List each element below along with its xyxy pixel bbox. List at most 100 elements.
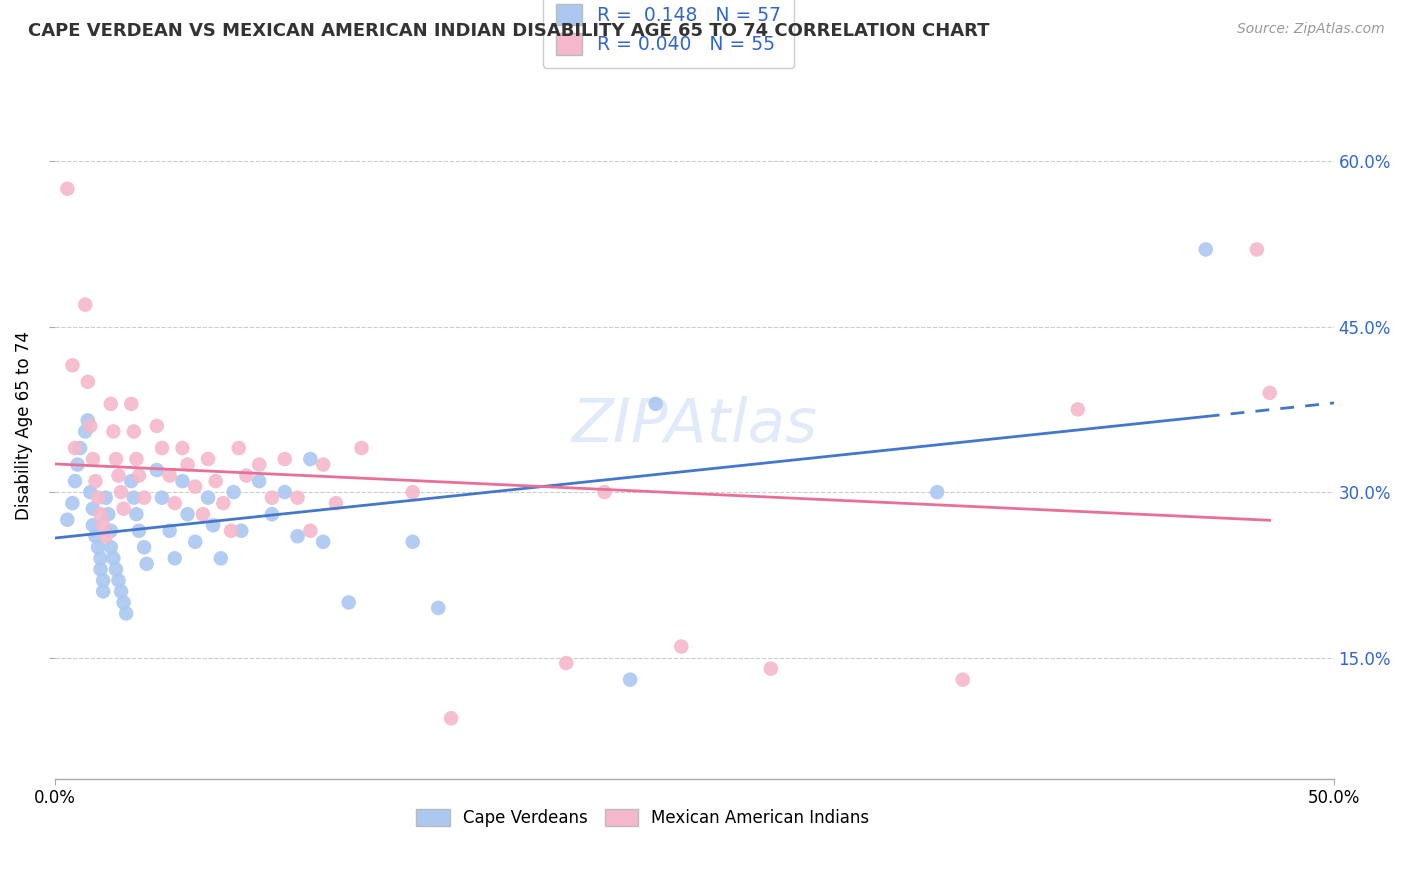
Point	[79, 485, 101, 500]
Point	[112, 501, 135, 516]
Point	[150, 441, 173, 455]
Point	[274, 452, 297, 467]
Point	[299, 524, 322, 538]
Point	[197, 491, 219, 505]
Point	[337, 595, 360, 609]
Point	[402, 485, 425, 500]
Point	[125, 452, 148, 467]
Point	[204, 474, 226, 488]
Point	[247, 458, 270, 472]
Point	[97, 507, 120, 521]
Point	[1258, 385, 1281, 400]
Point	[132, 541, 155, 555]
Point	[120, 397, 142, 411]
Point	[176, 458, 198, 472]
Point	[100, 397, 122, 411]
Point	[135, 557, 157, 571]
Point	[63, 441, 86, 455]
Point	[107, 468, 129, 483]
Point	[231, 524, 253, 538]
Point	[91, 518, 114, 533]
Point	[440, 711, 463, 725]
Point	[427, 601, 450, 615]
Point	[87, 491, 110, 505]
Point	[115, 607, 138, 621]
Point	[927, 485, 949, 500]
Point	[132, 491, 155, 505]
Point	[82, 452, 104, 467]
Point	[299, 452, 322, 467]
Point	[100, 524, 122, 538]
Point	[104, 562, 127, 576]
Point	[69, 441, 91, 455]
Point	[122, 491, 145, 505]
Point	[87, 541, 110, 555]
Point	[952, 673, 974, 687]
Point	[94, 491, 117, 505]
Point	[159, 468, 181, 483]
Point	[75, 297, 97, 311]
Point	[110, 584, 132, 599]
Point	[110, 485, 132, 500]
Point	[172, 441, 194, 455]
Point	[146, 419, 169, 434]
Point	[191, 507, 214, 521]
Point	[222, 485, 245, 500]
Point	[644, 397, 666, 411]
Point	[84, 529, 107, 543]
Point	[56, 182, 79, 196]
Point	[402, 534, 425, 549]
Point	[100, 541, 122, 555]
Point	[91, 584, 114, 599]
Point	[128, 468, 150, 483]
Point	[212, 496, 235, 510]
Point	[79, 419, 101, 434]
Point	[209, 551, 232, 566]
Point	[62, 496, 84, 510]
Point	[1195, 243, 1218, 257]
Point	[82, 518, 104, 533]
Point	[593, 485, 616, 500]
Point	[76, 413, 98, 427]
Point	[176, 507, 198, 521]
Point	[66, 458, 89, 472]
Point	[260, 507, 283, 521]
Point	[172, 474, 194, 488]
Y-axis label: Disability Age 65 to 74: Disability Age 65 to 74	[15, 332, 32, 520]
Point	[325, 496, 347, 510]
Point	[759, 662, 782, 676]
Point	[1067, 402, 1090, 417]
Point	[163, 496, 186, 510]
Point	[90, 551, 112, 566]
Point	[76, 375, 98, 389]
Point	[163, 551, 186, 566]
Point	[103, 551, 125, 566]
Point	[104, 452, 127, 467]
Point	[91, 574, 114, 588]
Point	[90, 507, 112, 521]
Point	[312, 458, 335, 472]
Point	[146, 463, 169, 477]
Point	[219, 524, 242, 538]
Point	[619, 673, 641, 687]
Point	[350, 441, 373, 455]
Point	[260, 491, 283, 505]
Legend: Cape Verdeans, Mexican American Indians: Cape Verdeans, Mexican American Indians	[409, 803, 876, 834]
Point	[184, 480, 207, 494]
Point	[62, 359, 84, 373]
Text: Source: ZipAtlas.com: Source: ZipAtlas.com	[1237, 22, 1385, 37]
Point	[75, 425, 97, 439]
Point	[555, 656, 578, 670]
Point	[228, 441, 250, 455]
Text: ZIPAtlas: ZIPAtlas	[571, 396, 817, 456]
Point	[128, 524, 150, 538]
Point	[202, 518, 225, 533]
Point	[1246, 243, 1268, 257]
Point	[150, 491, 173, 505]
Point	[56, 513, 79, 527]
Point	[159, 524, 181, 538]
Point	[287, 491, 309, 505]
Point	[94, 529, 117, 543]
Point	[125, 507, 148, 521]
Point	[82, 501, 104, 516]
